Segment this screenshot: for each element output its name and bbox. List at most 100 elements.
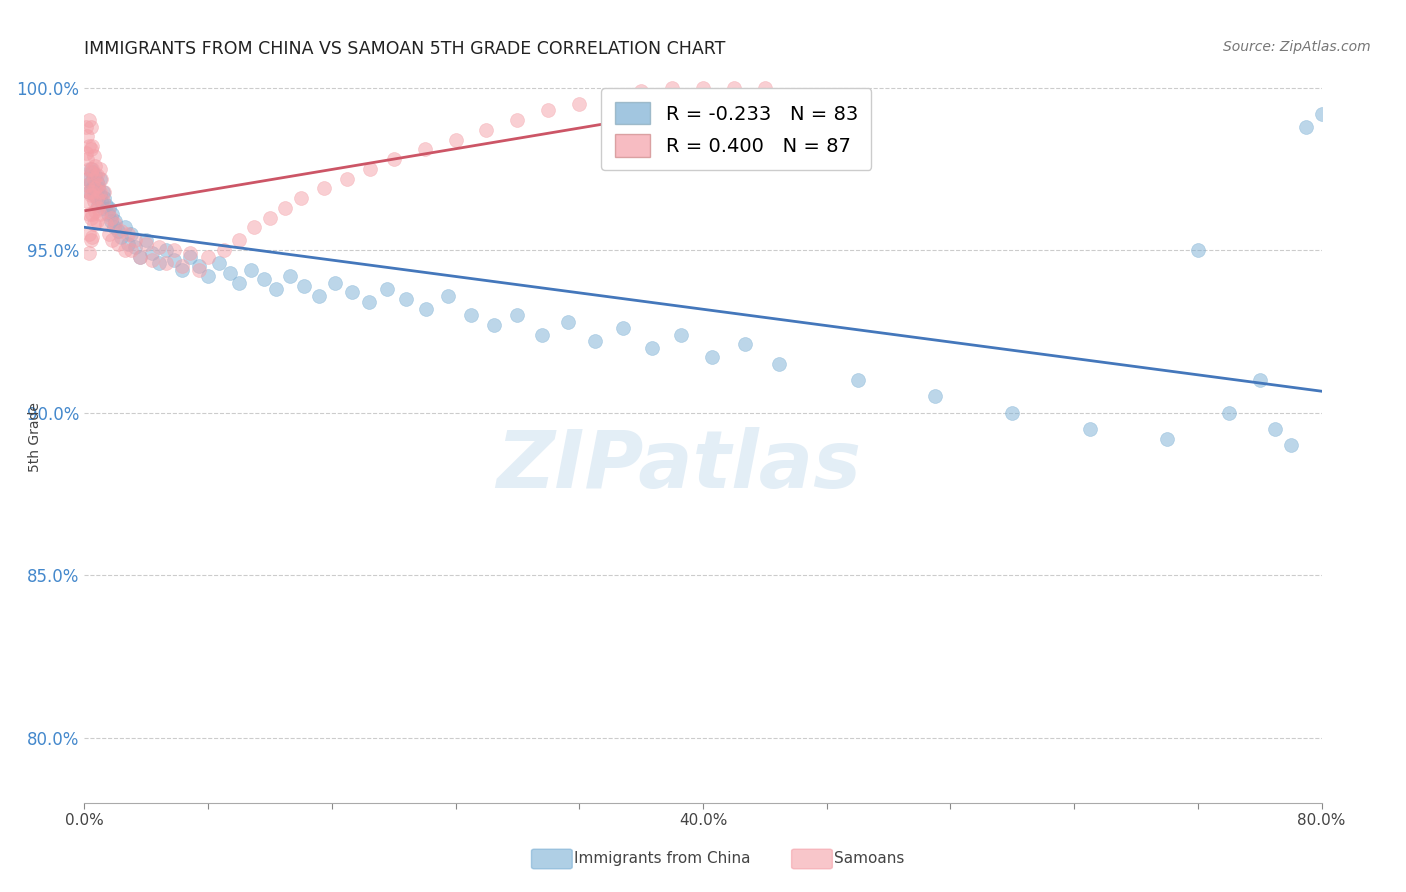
Point xyxy=(91,201,114,215)
Point xyxy=(90,171,112,186)
Point xyxy=(187,262,209,277)
Point xyxy=(141,252,163,267)
Point xyxy=(84,185,107,199)
Point xyxy=(1295,120,1317,134)
Point xyxy=(77,185,100,199)
Point xyxy=(75,171,97,186)
Point xyxy=(308,288,330,302)
Point xyxy=(100,211,122,225)
Point xyxy=(155,243,177,257)
Point xyxy=(87,201,110,215)
Point xyxy=(568,96,591,111)
Point xyxy=(107,224,129,238)
Point xyxy=(228,276,250,290)
Point xyxy=(148,256,170,270)
Point xyxy=(274,201,297,215)
Text: ZIPatlas: ZIPatlas xyxy=(496,427,860,506)
Point xyxy=(212,243,235,257)
Point xyxy=(218,266,240,280)
Point xyxy=(1279,438,1302,452)
Point xyxy=(129,250,152,264)
Point xyxy=(163,243,186,257)
Text: 5th Grade: 5th Grade xyxy=(28,402,42,472)
Point xyxy=(107,236,129,251)
Point xyxy=(103,220,125,235)
Point xyxy=(100,214,122,228)
Point xyxy=(76,129,98,144)
Point xyxy=(135,234,157,248)
Point xyxy=(77,161,100,176)
Point xyxy=(692,80,714,95)
Point xyxy=(243,220,266,235)
Point xyxy=(77,207,100,221)
Point xyxy=(197,250,219,264)
Text: IMMIGRANTS FROM CHINA VS SAMOAN 5TH GRADE CORRELATION CHART: IMMIGRANTS FROM CHINA VS SAMOAN 5TH GRAD… xyxy=(84,40,725,58)
Point xyxy=(129,250,152,264)
Point xyxy=(87,197,110,211)
Point xyxy=(91,194,114,209)
Text: Samoans: Samoans xyxy=(834,852,904,866)
Point xyxy=(82,181,104,195)
Point xyxy=(104,217,127,231)
Point xyxy=(82,207,104,221)
Point xyxy=(323,276,346,290)
Point xyxy=(84,159,107,173)
Point xyxy=(734,337,756,351)
Point xyxy=(90,194,112,209)
Point xyxy=(599,90,621,104)
Point xyxy=(768,357,790,371)
Point xyxy=(79,187,101,202)
Point xyxy=(170,262,193,277)
Point xyxy=(110,224,132,238)
Point xyxy=(413,142,436,156)
Point xyxy=(76,178,98,193)
Point xyxy=(292,279,315,293)
Point xyxy=(77,113,100,128)
Point xyxy=(114,243,136,257)
Point xyxy=(583,334,606,348)
Point xyxy=(754,80,776,95)
Point xyxy=(377,282,399,296)
Point xyxy=(382,152,405,166)
Point xyxy=(77,227,100,241)
Point xyxy=(82,165,104,179)
Point xyxy=(187,260,209,274)
Point xyxy=(79,161,101,176)
Point xyxy=(79,211,101,225)
Point xyxy=(79,175,101,189)
Point xyxy=(1187,243,1209,257)
Point xyxy=(94,197,117,211)
Point xyxy=(77,139,100,153)
Point xyxy=(114,220,136,235)
Point xyxy=(278,269,301,284)
Point xyxy=(79,120,101,134)
Point xyxy=(259,211,281,225)
Point xyxy=(98,201,121,215)
Point xyxy=(846,373,869,387)
Point xyxy=(484,318,506,332)
Point xyxy=(1264,422,1286,436)
Point xyxy=(75,120,97,134)
Point xyxy=(661,80,683,95)
Point xyxy=(506,308,529,322)
Point xyxy=(82,230,104,244)
Point xyxy=(84,169,107,183)
Point xyxy=(124,234,146,248)
Point xyxy=(1218,406,1240,420)
Point xyxy=(83,194,105,209)
Point xyxy=(1156,432,1178,446)
Point xyxy=(630,84,652,98)
Point xyxy=(86,169,108,183)
Point xyxy=(117,227,139,241)
Text: Immigrants from China: Immigrants from China xyxy=(574,852,751,866)
Point xyxy=(96,207,118,221)
Point xyxy=(89,161,111,176)
Legend: R = -0.233   N = 83, R = 0.400   N = 87: R = -0.233 N = 83, R = 0.400 N = 87 xyxy=(602,88,872,170)
Point xyxy=(96,204,118,219)
Point xyxy=(460,308,482,322)
Point xyxy=(179,250,201,264)
Point xyxy=(1078,422,1101,436)
Point xyxy=(475,123,498,137)
Point xyxy=(83,171,105,186)
Point xyxy=(82,185,104,199)
